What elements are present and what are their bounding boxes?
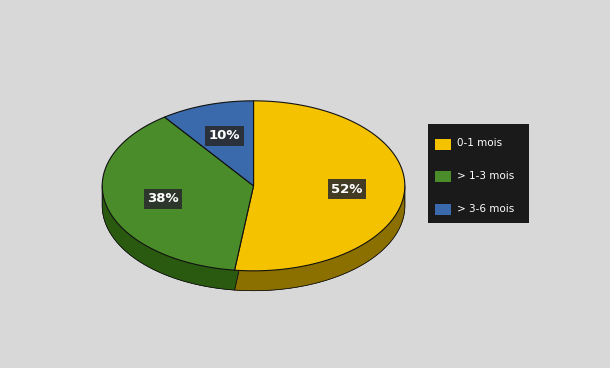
Polygon shape xyxy=(102,137,254,290)
Ellipse shape xyxy=(102,121,405,291)
Ellipse shape xyxy=(102,103,405,273)
Polygon shape xyxy=(102,117,254,270)
Text: 52%: 52% xyxy=(331,183,363,196)
Ellipse shape xyxy=(102,109,405,279)
Polygon shape xyxy=(235,186,254,290)
Ellipse shape xyxy=(102,118,405,288)
Ellipse shape xyxy=(102,102,405,272)
FancyBboxPatch shape xyxy=(434,204,451,215)
FancyBboxPatch shape xyxy=(428,124,529,223)
Ellipse shape xyxy=(102,108,405,278)
Text: 10%: 10% xyxy=(209,129,240,142)
Text: 0-1 mois: 0-1 mois xyxy=(458,138,503,148)
Ellipse shape xyxy=(102,120,405,290)
Polygon shape xyxy=(235,186,405,291)
Ellipse shape xyxy=(102,117,405,287)
Polygon shape xyxy=(235,186,254,290)
Ellipse shape xyxy=(102,106,405,276)
Text: > 1-3 mois: > 1-3 mois xyxy=(458,171,515,181)
Ellipse shape xyxy=(102,113,405,283)
Polygon shape xyxy=(235,121,405,291)
Ellipse shape xyxy=(102,105,405,275)
Ellipse shape xyxy=(102,107,405,277)
Ellipse shape xyxy=(102,115,405,285)
Ellipse shape xyxy=(102,116,405,286)
Ellipse shape xyxy=(102,112,405,282)
FancyBboxPatch shape xyxy=(434,171,451,182)
Ellipse shape xyxy=(102,119,405,289)
Ellipse shape xyxy=(102,114,405,284)
Polygon shape xyxy=(165,121,254,206)
Polygon shape xyxy=(165,101,254,186)
Polygon shape xyxy=(235,101,405,271)
Text: 38%: 38% xyxy=(147,192,179,205)
Text: > 3-6 mois: > 3-6 mois xyxy=(458,204,515,213)
Polygon shape xyxy=(102,185,235,290)
Ellipse shape xyxy=(102,111,405,281)
Ellipse shape xyxy=(102,110,405,280)
FancyBboxPatch shape xyxy=(434,139,451,149)
Ellipse shape xyxy=(102,104,405,274)
